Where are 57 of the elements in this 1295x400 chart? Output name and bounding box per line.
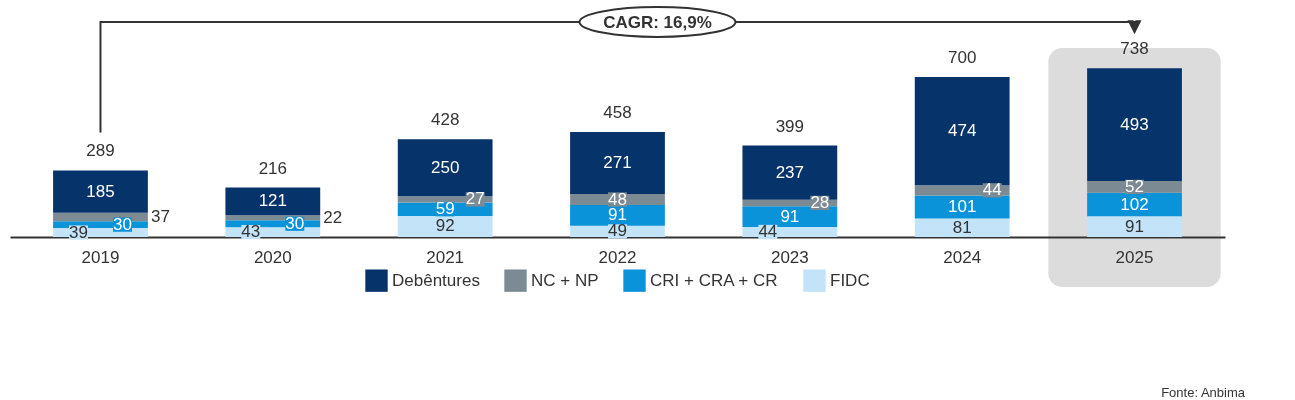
data-label: 59 (435, 199, 455, 219)
data-label: 102 (1120, 194, 1149, 214)
legend-label: Debêntures (392, 270, 480, 290)
x-tick-label: 2023 (770, 247, 809, 267)
total-label: 458 (603, 103, 632, 123)
data-label: 22 (323, 207, 343, 227)
total-label: 399 (775, 116, 805, 136)
x-tick-label: 2019 (81, 247, 120, 267)
bar (1087, 216, 1182, 237)
x-tick-label: 2021 (426, 247, 465, 267)
data-label: 49 (608, 221, 627, 241)
data-label: 91 (780, 206, 800, 226)
bar (914, 218, 1010, 237)
x-tick-label: 2022 (598, 247, 637, 267)
bar (1087, 68, 1182, 181)
data-label: 39 (69, 222, 88, 242)
legend-label: CRI + CRA + CR (650, 270, 778, 290)
data-label: 92 (435, 216, 455, 236)
total-label: 289 (86, 141, 115, 161)
bar (570, 132, 665, 195)
data-label: 271 (603, 153, 632, 173)
data-label: 48 (608, 189, 627, 209)
bar (570, 204, 665, 226)
data-label: 237 (775, 162, 805, 182)
total-label: 738 (1120, 39, 1149, 59)
x-tick-label: 2020 (253, 247, 292, 267)
x-tick-label: 2024 (943, 247, 982, 267)
data-label: 52 (1125, 176, 1144, 196)
data-label: 91 (1125, 216, 1144, 236)
data-label: 250 (430, 157, 460, 177)
total-label: 428 (430, 110, 460, 130)
data-label: 493 (1120, 114, 1149, 134)
total-label: 216 (258, 158, 288, 178)
data-label: 44 (982, 180, 1002, 200)
source-note: Fonte: Anbima (1161, 385, 1245, 400)
data-label: 121 (258, 191, 288, 211)
legend-label: FIDC (830, 270, 870, 290)
data-label: 30 (285, 213, 305, 233)
bar (225, 187, 321, 216)
data-label: 30 (113, 214, 132, 234)
data-label: 43 (241, 222, 261, 242)
data-label: 44 (758, 221, 778, 241)
data-label: 474 (947, 121, 977, 141)
bar (914, 195, 1010, 219)
bar (397, 215, 493, 237)
total-label: 700 (947, 47, 977, 67)
data-label: 27 (465, 189, 485, 209)
data-label: 185 (86, 181, 115, 201)
bar (53, 170, 148, 213)
data-label: 28 (810, 192, 830, 212)
text: CAGR: 16,9% (603, 13, 712, 32)
data-label: 37 (151, 206, 170, 226)
x-tick-label: 2025 (1115, 247, 1154, 267)
data-label: 101 (947, 196, 977, 216)
legend-label: NC + NP (531, 270, 599, 290)
bar (1087, 192, 1182, 217)
data-label: 81 (952, 217, 972, 237)
